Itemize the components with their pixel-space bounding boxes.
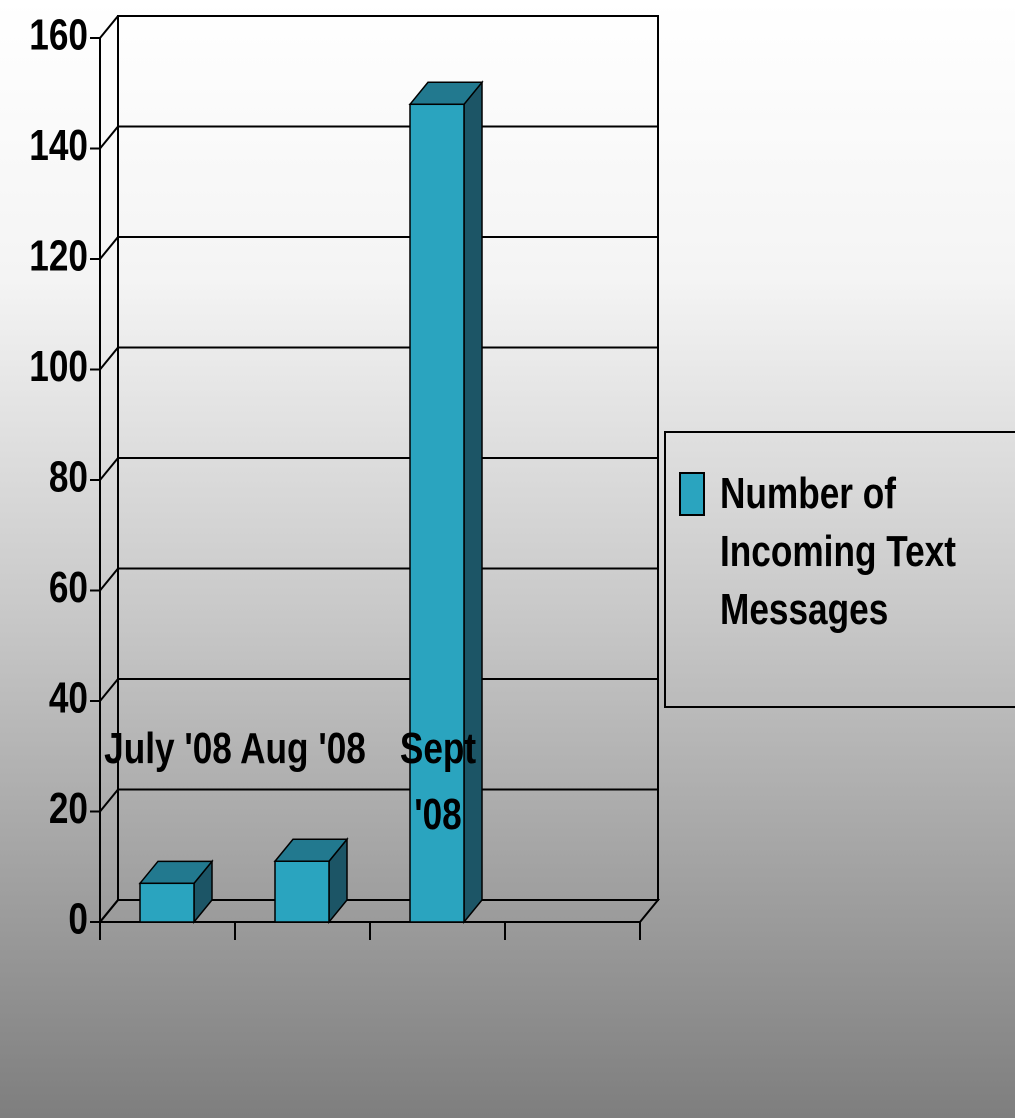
grid-line-side: [99, 899, 119, 923]
grid-line-side: [99, 346, 119, 371]
y-tick-label: 80: [49, 453, 88, 502]
bar: [409, 103, 465, 923]
legend-box: [664, 431, 1015, 708]
y-tick-label: 140: [29, 121, 88, 170]
grid-line-side: [99, 567, 119, 592]
bar: [274, 860, 330, 923]
x-tick-label: Sept '08: [399, 724, 476, 839]
y-tick-label: 120: [29, 232, 88, 281]
bar: [139, 882, 195, 923]
grid-line-side: [99, 457, 119, 481]
grid-line-side: [99, 678, 119, 702]
y-tick-label: 100: [29, 342, 88, 391]
x-tick-label: July '08: [103, 724, 232, 773]
y-tick-label: 0: [68, 895, 88, 944]
legend-swatch: [679, 472, 705, 516]
y-tick-label: 160: [29, 11, 88, 60]
legend-label: Number of Incoming Text Messages: [720, 469, 956, 634]
x-tick-label: Aug '08: [239, 724, 366, 773]
grid-line-side: [99, 125, 119, 150]
grid-line-side: [99, 236, 119, 260]
grid-line-side: [99, 15, 119, 39]
grid-line-side: [99, 788, 119, 813]
y-tick-label: 20: [49, 784, 88, 833]
y-tick-label: 60: [49, 563, 88, 612]
y-tick-label: 40: [49, 674, 88, 723]
